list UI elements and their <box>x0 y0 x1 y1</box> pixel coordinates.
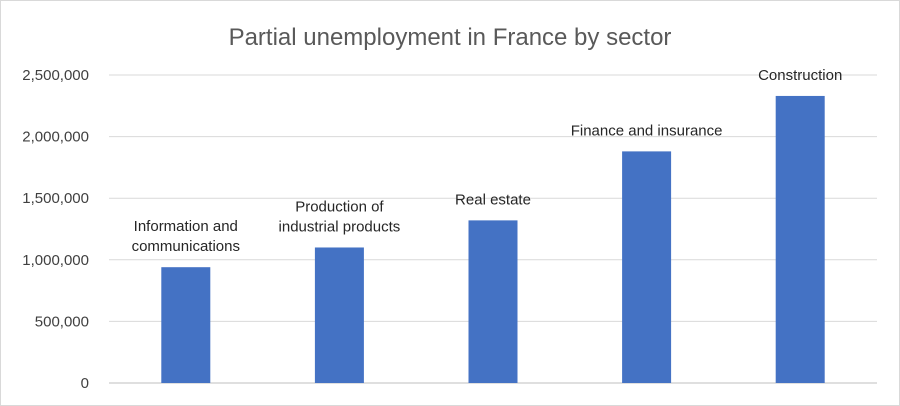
category-label: Construction <box>758 67 842 84</box>
category-label-line: Finance and insurance <box>571 122 723 139</box>
category-label: Finance and insurance <box>571 122 723 139</box>
category-labels: Information and communications Production … <box>132 67 843 255</box>
category-label-line: Real estate <box>455 191 531 208</box>
category-label-line: Information and <box>134 218 238 235</box>
category-label-line: industrial products <box>279 218 401 235</box>
category-label: Information and communications <box>132 218 240 255</box>
chart-title: Partial unemployment in France by sector <box>229 24 672 51</box>
category-label-line: Production of <box>295 198 384 215</box>
category-label: Real estate <box>455 191 531 208</box>
category-label: Production of industrial products <box>279 198 401 235</box>
bars <box>161 95 825 383</box>
bar <box>161 267 211 383</box>
y-tick-label: 2,500,000 <box>22 67 89 84</box>
y-tick-label: 1,500,000 <box>22 190 89 207</box>
bar <box>468 220 518 383</box>
y-tick-label: 1,000,000 <box>22 252 89 269</box>
category-label-line: communications <box>132 238 240 255</box>
bar <box>314 247 364 383</box>
y-tick-label: 2,000,000 <box>22 129 89 146</box>
bar <box>775 95 825 383</box>
y-tick-label: 0 <box>81 375 89 392</box>
category-label-line: Construction <box>758 67 842 84</box>
y-axis-ticks: 0 500,000 1,000,000 1,500,000 2,000,000 2,500… <box>22 67 89 392</box>
y-tick-label: 500,000 <box>35 313 89 330</box>
bar <box>622 151 672 383</box>
